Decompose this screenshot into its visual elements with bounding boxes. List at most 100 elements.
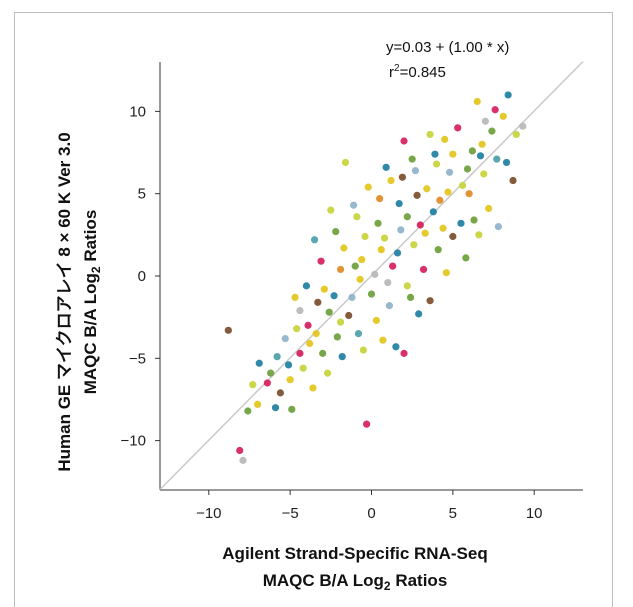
data-point <box>263 379 271 387</box>
data-point <box>271 404 280 412</box>
data-point <box>330 292 338 300</box>
data-point <box>415 310 423 318</box>
data-point <box>374 219 382 227</box>
data-point <box>325 308 333 316</box>
data-point <box>473 97 481 106</box>
data-point <box>499 112 507 120</box>
data-point <box>340 244 348 252</box>
data-point <box>310 236 319 244</box>
data-point <box>377 246 385 254</box>
y-tick-label: −10 <box>121 433 146 450</box>
data-point <box>356 275 364 283</box>
data-point <box>319 349 327 357</box>
data-point <box>323 369 332 377</box>
data-point <box>463 165 472 173</box>
data-point <box>306 339 314 348</box>
data-point <box>224 326 232 334</box>
data-point <box>410 241 418 249</box>
y-axis-title-tail: Ratios <box>81 210 100 267</box>
data-point <box>439 224 447 232</box>
data-point <box>341 158 350 167</box>
data-point <box>320 285 328 293</box>
data-point <box>314 298 322 306</box>
data-point <box>288 405 296 413</box>
data-point <box>444 188 452 196</box>
data-point <box>400 137 408 145</box>
data-point <box>345 311 353 320</box>
data-point <box>413 191 421 199</box>
y-axis-title-main: MAQC B/A Log <box>81 273 100 394</box>
data-point <box>379 336 387 344</box>
data-point <box>426 130 434 139</box>
data-point <box>239 456 247 464</box>
data-point <box>281 334 289 343</box>
data-point <box>359 346 367 354</box>
data-point <box>293 325 301 333</box>
figure-frame <box>14 12 613 607</box>
data-point <box>485 204 493 213</box>
data-point <box>457 219 465 227</box>
data-point <box>431 150 439 158</box>
data-point <box>441 135 449 143</box>
data-point <box>372 316 380 325</box>
data-point <box>406 293 415 301</box>
data-point <box>392 343 400 351</box>
data-point <box>302 282 311 290</box>
x-axis-title-line2: MAQC B/A Log2 Ratios <box>263 571 448 593</box>
data-point <box>400 349 408 357</box>
r-squared-label: r2=0.845 <box>389 63 446 81</box>
y-tick-label: 5 <box>138 186 146 203</box>
data-point <box>462 254 470 262</box>
data-point <box>403 213 411 221</box>
y-axis-title-line1: Human GE マイクロアレイ 8 × 60 K Ver 3.0 <box>55 132 74 471</box>
data-point <box>361 232 369 241</box>
data-point <box>454 124 462 132</box>
x-axis-title-line1: Agilent Strand-Specific RNA-Seq <box>222 544 487 563</box>
data-point <box>336 318 345 326</box>
data-point <box>296 306 304 315</box>
data-point <box>380 234 389 242</box>
data-point <box>389 262 397 270</box>
data-point <box>395 199 403 208</box>
data-point <box>470 216 478 224</box>
data-point <box>419 265 428 274</box>
data-point <box>267 369 275 377</box>
data-point <box>475 231 483 239</box>
data-point <box>442 269 450 277</box>
data-point <box>493 155 501 163</box>
data-point <box>408 155 416 163</box>
data-point <box>449 150 457 158</box>
data-point <box>385 302 393 310</box>
y-tick-label: 0 <box>138 268 146 285</box>
data-point <box>397 226 405 234</box>
r-squared-sup: 2 <box>394 63 400 74</box>
data-point <box>276 389 284 397</box>
data-point <box>327 206 335 214</box>
r-squared-prefix: r <box>389 64 394 81</box>
data-point <box>348 293 356 301</box>
data-point <box>304 321 312 329</box>
data-point <box>382 163 390 171</box>
data-point <box>468 147 476 155</box>
y-tick-label: −5 <box>129 350 146 367</box>
data-point <box>299 364 307 372</box>
data-point <box>336 265 345 274</box>
data-point <box>480 170 488 178</box>
x-tick-label: 5 <box>449 505 457 522</box>
data-point <box>502 158 511 167</box>
x-tick-label: 10 <box>526 505 543 522</box>
data-point <box>255 359 263 367</box>
data-point <box>354 330 363 338</box>
data-point <box>376 195 384 203</box>
data-point <box>333 333 341 341</box>
data-point <box>296 349 304 357</box>
x-axis-title-sub: 2 <box>384 579 391 593</box>
data-point <box>353 213 361 221</box>
x-axis-title-tail: Ratios <box>391 571 448 590</box>
data-point <box>449 232 457 241</box>
data-point <box>436 196 444 204</box>
data-point <box>421 229 429 237</box>
data-point <box>481 117 489 125</box>
